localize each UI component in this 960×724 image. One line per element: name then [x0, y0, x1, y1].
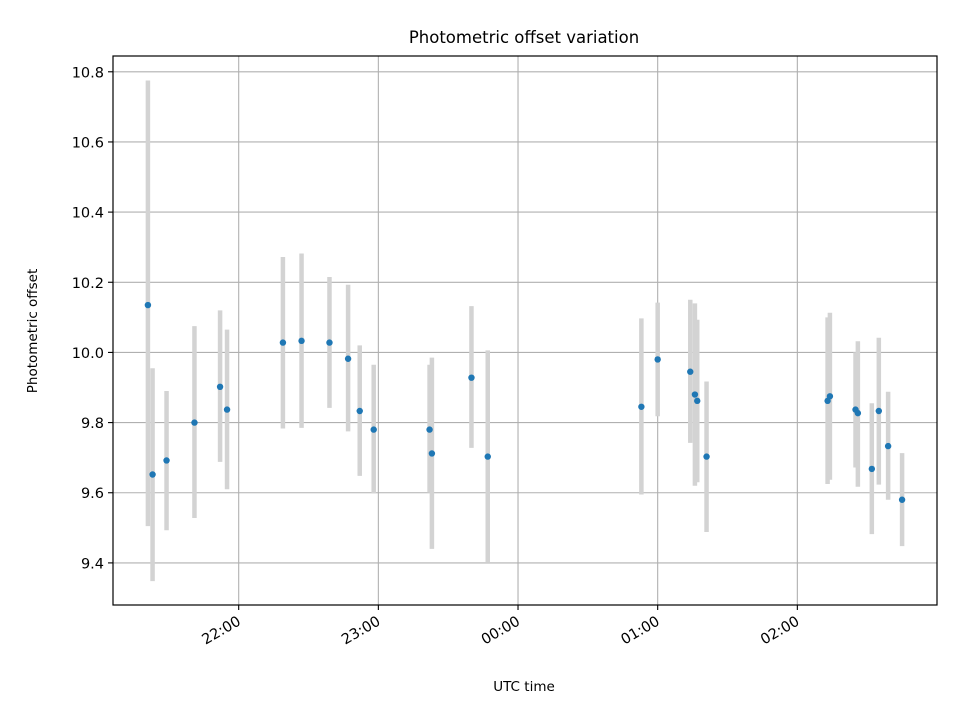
data-point [703, 453, 710, 460]
y-tick-label: 10.8 [72, 65, 104, 81]
data-point [691, 391, 699, 398]
y-tick-label: 10.2 [72, 276, 104, 292]
data-point [426, 426, 433, 433]
y-tick-label: 9.4 [81, 556, 104, 572]
data-point [223, 406, 231, 413]
data-point [144, 301, 152, 309]
data-point [191, 419, 198, 426]
data-point [884, 442, 892, 450]
y-tick-label: 10.6 [72, 135, 104, 151]
data-point [694, 397, 701, 405]
data-points [144, 301, 906, 503]
data-point [344, 355, 352, 362]
data-point [826, 393, 834, 400]
data-point [163, 457, 170, 464]
data-point [654, 356, 661, 363]
data-point [356, 407, 363, 415]
data-point [638, 403, 645, 410]
y-tick-label: 9.8 [81, 416, 104, 432]
data-point [468, 374, 475, 381]
x-axis-label: UTC time [493, 679, 555, 695]
chart-title: Photometric offset variation [409, 28, 639, 47]
y-tick-label: 9.6 [81, 486, 104, 502]
y-tick-label: 10.0 [72, 346, 104, 362]
data-point [428, 450, 436, 457]
y-axis-label: Photometric offset [25, 269, 41, 393]
plot-frame [112, 55, 938, 606]
data-point [279, 339, 287, 346]
data-point [298, 337, 305, 345]
grid [113, 56, 937, 605]
data-point [898, 496, 906, 503]
y-tick-label: 10.4 [72, 206, 104, 222]
data-point [326, 339, 333, 346]
data-point [149, 471, 156, 478]
data-point [854, 409, 862, 417]
data-point [868, 465, 876, 473]
data-point [484, 453, 491, 460]
data-point [370, 426, 377, 433]
data-point [687, 368, 694, 375]
data-point [216, 383, 224, 391]
data-point [875, 407, 883, 415]
